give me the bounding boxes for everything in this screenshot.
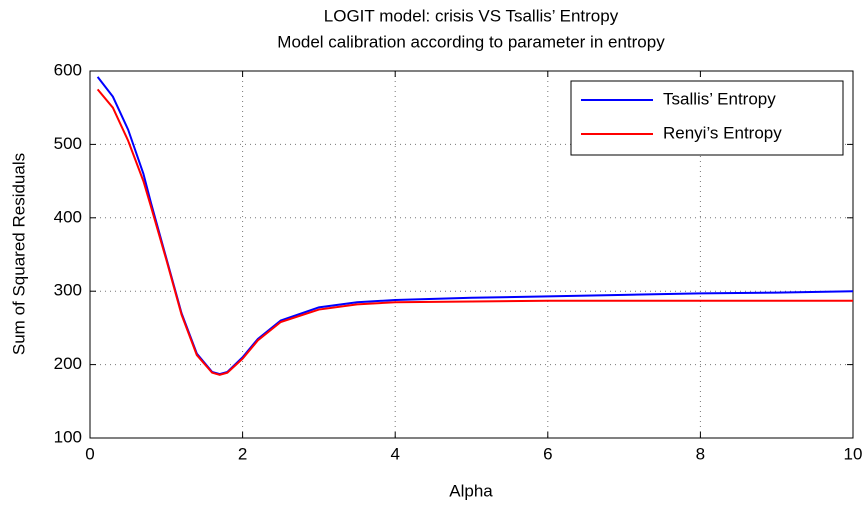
- legend-label: Tsallis’ Entropy: [663, 89, 776, 108]
- x-tick-label: 0: [85, 444, 94, 463]
- x-tick-label: 8: [696, 444, 705, 463]
- y-tick-label: 600: [54, 60, 82, 79]
- y-axis-label: Sum of Squared Residuals: [9, 153, 28, 355]
- plot-frame: [89, 70, 854, 439]
- chart-subtitle: Model calibration according to parameter…: [277, 32, 665, 51]
- line: [96, 88, 853, 376]
- y-tick-label: 200: [54, 354, 82, 373]
- y-tick-label: 500: [54, 134, 82, 153]
- y-tick-label: 100: [54, 427, 82, 446]
- x-tick-label: 2: [238, 444, 247, 463]
- x-tick-label: 10: [844, 444, 863, 463]
- x-axis-label: Alpha: [449, 481, 493, 500]
- y-tick-label: 300: [54, 281, 82, 300]
- chart-title: LOGIT model: crisis VS Tsallis’ Entropy: [324, 6, 619, 25]
- y-tick-label: 400: [54, 207, 82, 226]
- legend-label: Renyi’s Entropy: [663, 123, 782, 142]
- x-tick-label: 6: [543, 444, 552, 463]
- legend-box: [570, 80, 844, 156]
- x-tick-label: 4: [390, 444, 399, 463]
